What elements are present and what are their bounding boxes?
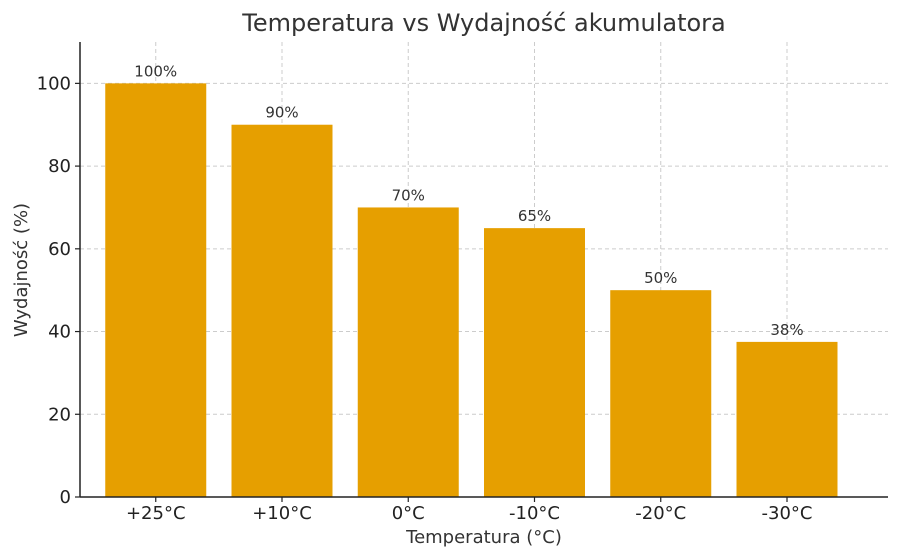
- data-label-3: 65%: [518, 207, 551, 225]
- y-tick-label-0: 0: [60, 487, 71, 508]
- bar-2: [357, 207, 459, 498]
- x-tick-label-2: 0°C: [392, 503, 425, 524]
- x-tick-label-1: +10°C: [252, 503, 312, 524]
- y-tick-label-3: 60: [48, 239, 71, 260]
- data-label-2: 70%: [392, 186, 425, 204]
- data-labels: 100% 90% 70% 65% 50% 38%: [134, 62, 803, 339]
- x-tick-label-5: -30°C: [762, 503, 813, 524]
- y-tick-label-5: 100: [37, 73, 71, 94]
- y-tick-label-1: 20: [48, 404, 71, 425]
- x-tick-label-0: +25°C: [126, 503, 186, 524]
- axes: [79, 42, 888, 498]
- x-tick-label-4: -20°C: [635, 503, 686, 524]
- data-label-1: 90%: [265, 104, 298, 122]
- bar-3: [484, 228, 585, 498]
- y-axis-label: Wydajność (%): [11, 203, 32, 337]
- bar-0: [105, 83, 207, 497]
- y-tick-label-2: 40: [48, 322, 71, 343]
- bars: [105, 83, 838, 498]
- bar-1: [231, 124, 333, 498]
- chart-title: Temperatura vs Wydajność akumulatora: [241, 9, 726, 37]
- data-label-5: 38%: [770, 321, 803, 339]
- bar-5: [736, 341, 838, 497]
- data-label-0: 100%: [134, 62, 177, 80]
- bar-4: [610, 290, 712, 497]
- data-label-4: 50%: [644, 269, 677, 287]
- y-tick-label-4: 80: [48, 156, 71, 177]
- x-axis-label: Temperatura (°C): [405, 527, 562, 548]
- tick-labels: 0 20 40 60 80 100 +25°C +10°C 0°C -10°C -20°C -30°C: [37, 73, 813, 524]
- x-tick-label-3: -10°C: [509, 503, 560, 524]
